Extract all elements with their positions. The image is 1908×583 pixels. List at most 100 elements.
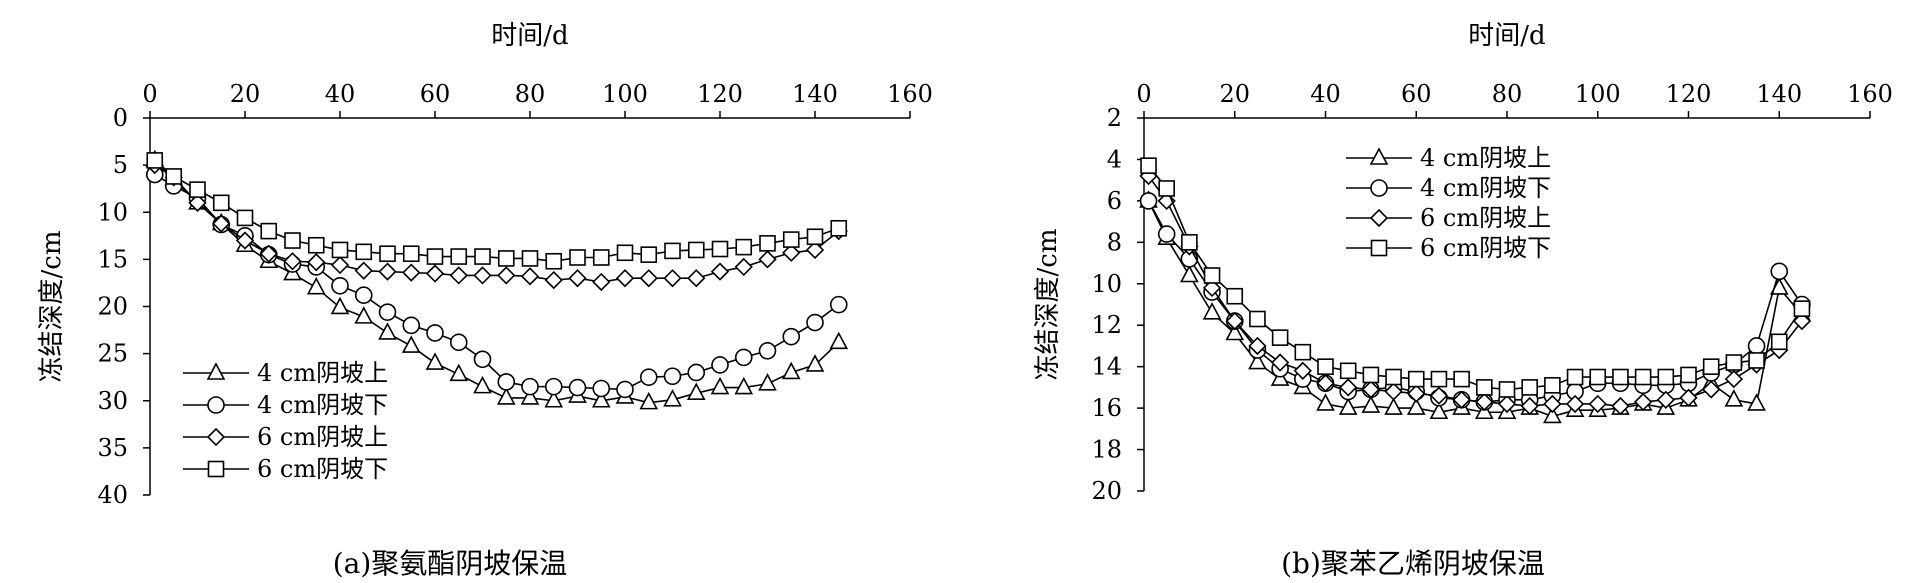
data-point	[1203, 267, 1221, 284]
data-point	[1498, 381, 1516, 398]
data-point	[734, 257, 753, 277]
data-point	[426, 248, 444, 265]
chart-caption: (b)聚苯乙烯阴坡保温	[1281, 547, 1545, 580]
data-point	[1226, 287, 1244, 305]
legend-label: 4 cm阴坡下	[257, 391, 388, 419]
data-point	[497, 373, 516, 391]
data-point	[1589, 368, 1607, 386]
data-point	[805, 354, 825, 372]
x-tick-label: 40	[325, 80, 356, 108]
data-point	[1429, 386, 1449, 405]
data-point	[1249, 310, 1266, 328]
data-point	[1180, 264, 1199, 283]
legend-marker	[206, 427, 226, 447]
data-point	[830, 219, 848, 237]
data-point	[544, 377, 563, 396]
data-point	[473, 350, 492, 369]
data-point	[710, 376, 730, 395]
data-point	[711, 356, 729, 374]
data-point	[1140, 157, 1157, 174]
data-point	[1316, 393, 1335, 411]
data-point	[378, 303, 397, 321]
data-point	[283, 252, 302, 271]
data-point	[521, 377, 539, 396]
data-point	[212, 214, 231, 233]
data-point	[355, 243, 373, 261]
data-point	[402, 316, 421, 335]
data-point	[1566, 368, 1584, 386]
y-tick-label: 12	[1091, 311, 1122, 339]
data-point	[235, 231, 255, 250]
data-point	[1225, 311, 1244, 331]
data-point	[616, 380, 634, 399]
data-point	[1407, 384, 1426, 403]
data-point	[450, 248, 468, 265]
data-point	[640, 246, 658, 263]
data-point	[711, 240, 729, 258]
data-point	[520, 387, 540, 405]
data-point	[1702, 380, 1721, 399]
data-point	[1361, 380, 1381, 399]
x-tick-label: 120	[1666, 80, 1712, 108]
legend-marker	[1369, 208, 1389, 228]
data-point	[1248, 336, 1267, 356]
data-point	[1384, 397, 1403, 415]
data-point	[1430, 370, 1448, 388]
data-point	[1544, 377, 1561, 394]
data-point	[1361, 395, 1381, 413]
data-point	[473, 266, 492, 285]
x-tick-label: 160	[1847, 80, 1893, 108]
y-tick-label: 30	[97, 387, 128, 415]
y-tick-label: 16	[1091, 394, 1122, 422]
data-point	[401, 335, 421, 353]
y-tick-label: 5	[113, 151, 128, 179]
data-point	[545, 252, 563, 270]
data-point	[1497, 394, 1517, 414]
data-point	[1476, 379, 1493, 396]
data-point	[734, 348, 753, 367]
chart-b-svg: 0 20 40 60 80 100 120 140 160 2 4 6 8 10 12 14 16 18 20 时间/…	[1033, 21, 1893, 580]
data-point	[639, 368, 658, 386]
data-point	[402, 245, 420, 263]
axes: 0 20 40 60 80 100 120 140 160 2 4 6 8 10 12 14 16 18 20 时间/…	[1033, 21, 1893, 505]
y-tick-label: 14	[1091, 353, 1122, 381]
data-point	[1452, 390, 1471, 409]
data-point	[1770, 333, 1788, 351]
data-point	[1725, 354, 1743, 371]
data-point	[188, 193, 207, 212]
y-axis-title: 冻结深度/cm	[1033, 229, 1063, 381]
data-point	[1406, 397, 1426, 415]
data-point	[569, 249, 586, 266]
legend-marker	[1370, 179, 1388, 197]
data-point	[1294, 343, 1312, 361]
y-tick-label: 15	[97, 245, 128, 273]
data-point	[307, 236, 325, 254]
data-point	[354, 306, 374, 324]
x-tick-label: 80	[1492, 80, 1523, 108]
data-point	[473, 375, 492, 394]
chart-panel-a: 0 20 40 60 80 100 120 140 160 0 5 10 15 20 25 30 35 40 时间/…	[37, 21, 933, 580]
y-tick-label: 18	[1091, 436, 1122, 464]
data-point	[1293, 361, 1312, 380]
x-tick-label: 0	[142, 80, 157, 108]
data-point	[1338, 397, 1358, 415]
data-point	[1792, 311, 1812, 331]
data-point	[1453, 370, 1470, 388]
y-tick-label: 10	[1091, 270, 1122, 298]
data-point	[1724, 369, 1744, 389]
data-point	[474, 248, 491, 265]
data-point	[1543, 405, 1562, 424]
data-point	[758, 341, 777, 360]
data-point	[402, 263, 421, 282]
data-point	[1248, 351, 1267, 370]
y-tick-label: 4	[1107, 145, 1122, 173]
data-point	[1565, 394, 1585, 414]
axes: 0 20 40 60 80 100 120 140 160 0 5 10 15 20 25 30 35 40 时间/…	[37, 21, 933, 509]
data-point	[1475, 392, 1494, 412]
x-tick-label: 120	[697, 80, 743, 108]
data-point	[1612, 368, 1629, 386]
x-tick-label: 100	[1575, 80, 1621, 108]
data-point	[1724, 389, 1744, 407]
data-point	[1747, 393, 1766, 411]
data-point	[829, 295, 848, 314]
